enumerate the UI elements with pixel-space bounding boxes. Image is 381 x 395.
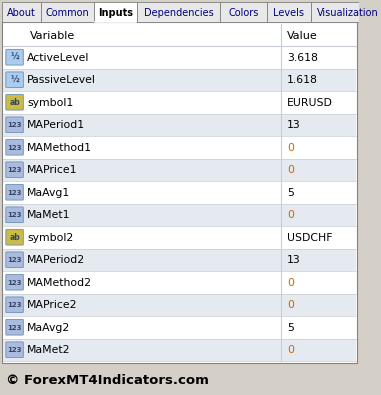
FancyBboxPatch shape (6, 184, 23, 200)
Text: 0: 0 (287, 210, 294, 220)
Bar (3, 24, 356, 46)
Text: 0: 0 (287, 345, 294, 355)
Text: 0: 0 (287, 278, 294, 288)
Text: Visualization: Visualization (317, 8, 379, 17)
Text: MAPrice1: MAPrice1 (27, 165, 78, 175)
FancyBboxPatch shape (6, 207, 23, 222)
Text: 3.618: 3.618 (287, 53, 318, 62)
Text: 0: 0 (287, 300, 294, 310)
Text: Value: Value (287, 30, 318, 41)
FancyBboxPatch shape (6, 117, 23, 133)
Text: 123: 123 (7, 167, 22, 173)
Bar (94, 2, 138, 22)
Text: 123: 123 (7, 190, 22, 196)
Text: 13: 13 (287, 255, 301, 265)
FancyBboxPatch shape (6, 252, 23, 267)
Text: 13: 13 (287, 120, 301, 130)
Text: 0: 0 (287, 143, 294, 152)
Text: MAMethod2: MAMethod2 (27, 278, 92, 288)
Text: PassiveLevel: PassiveLevel (27, 75, 96, 85)
Bar (2, 22, 357, 363)
Text: MaAvg1: MaAvg1 (27, 188, 70, 198)
Bar (220, 2, 267, 22)
Bar (138, 2, 220, 22)
Bar (3, 226, 356, 248)
Text: USDCHF: USDCHF (287, 233, 333, 243)
Text: EURUSD: EURUSD (287, 98, 333, 107)
Text: 123: 123 (7, 347, 22, 353)
Text: ½: ½ (10, 75, 19, 85)
Bar (3, 136, 356, 158)
Text: Inputs: Inputs (98, 8, 133, 17)
Text: MaAvg2: MaAvg2 (27, 323, 70, 333)
Text: symbol1: symbol1 (27, 98, 74, 107)
FancyBboxPatch shape (6, 72, 23, 88)
FancyBboxPatch shape (6, 297, 23, 312)
Text: Colors: Colors (229, 8, 259, 17)
Text: MAPeriod2: MAPeriod2 (27, 255, 85, 265)
Text: About: About (7, 8, 36, 17)
Text: 123: 123 (7, 280, 22, 286)
Text: 0: 0 (287, 165, 294, 175)
Text: 123: 123 (7, 212, 22, 218)
Text: 123: 123 (7, 325, 22, 331)
Bar (2, 2, 42, 22)
Text: ActiveLevel: ActiveLevel (27, 53, 90, 62)
Text: Common: Common (46, 8, 90, 17)
Bar (3, 181, 356, 203)
Text: ½: ½ (10, 53, 19, 62)
Text: 123: 123 (7, 257, 22, 263)
Bar (3, 91, 356, 113)
Bar (3, 158, 356, 181)
Text: 123: 123 (7, 145, 22, 150)
Text: Dependencies: Dependencies (144, 8, 214, 17)
Bar (3, 339, 356, 361)
Bar (3, 248, 356, 271)
FancyBboxPatch shape (6, 275, 23, 290)
Bar (3, 293, 356, 316)
Text: 123: 123 (7, 302, 22, 308)
Text: © ForexMT4Indicators.com: © ForexMT4Indicators.com (6, 374, 208, 387)
FancyBboxPatch shape (6, 94, 23, 110)
Bar (3, 271, 356, 293)
Text: MAPrice2: MAPrice2 (27, 300, 78, 310)
Bar (3, 316, 356, 339)
Text: Variable: Variable (30, 30, 75, 41)
Text: 1.618: 1.618 (287, 75, 318, 85)
FancyBboxPatch shape (6, 229, 23, 245)
Bar (3, 46, 356, 68)
Text: ab: ab (9, 233, 20, 242)
Bar (42, 2, 94, 22)
FancyBboxPatch shape (6, 49, 23, 65)
Text: 5: 5 (287, 323, 294, 333)
Bar (267, 2, 311, 22)
Text: MaMet1: MaMet1 (27, 210, 71, 220)
FancyBboxPatch shape (6, 162, 23, 177)
Text: MaMet2: MaMet2 (27, 345, 71, 355)
Text: MAMethod1: MAMethod1 (27, 143, 92, 152)
Bar (3, 203, 356, 226)
Text: 5: 5 (287, 188, 294, 198)
FancyBboxPatch shape (6, 342, 23, 357)
FancyBboxPatch shape (6, 139, 23, 155)
Text: symbol2: symbol2 (27, 233, 74, 243)
Bar (311, 2, 381, 22)
Text: 123: 123 (7, 122, 22, 128)
Bar (3, 68, 356, 91)
FancyBboxPatch shape (6, 320, 23, 335)
Text: ab: ab (9, 98, 20, 107)
Text: Levels: Levels (274, 8, 304, 17)
Bar (3, 113, 356, 136)
Text: MAPeriod1: MAPeriod1 (27, 120, 85, 130)
